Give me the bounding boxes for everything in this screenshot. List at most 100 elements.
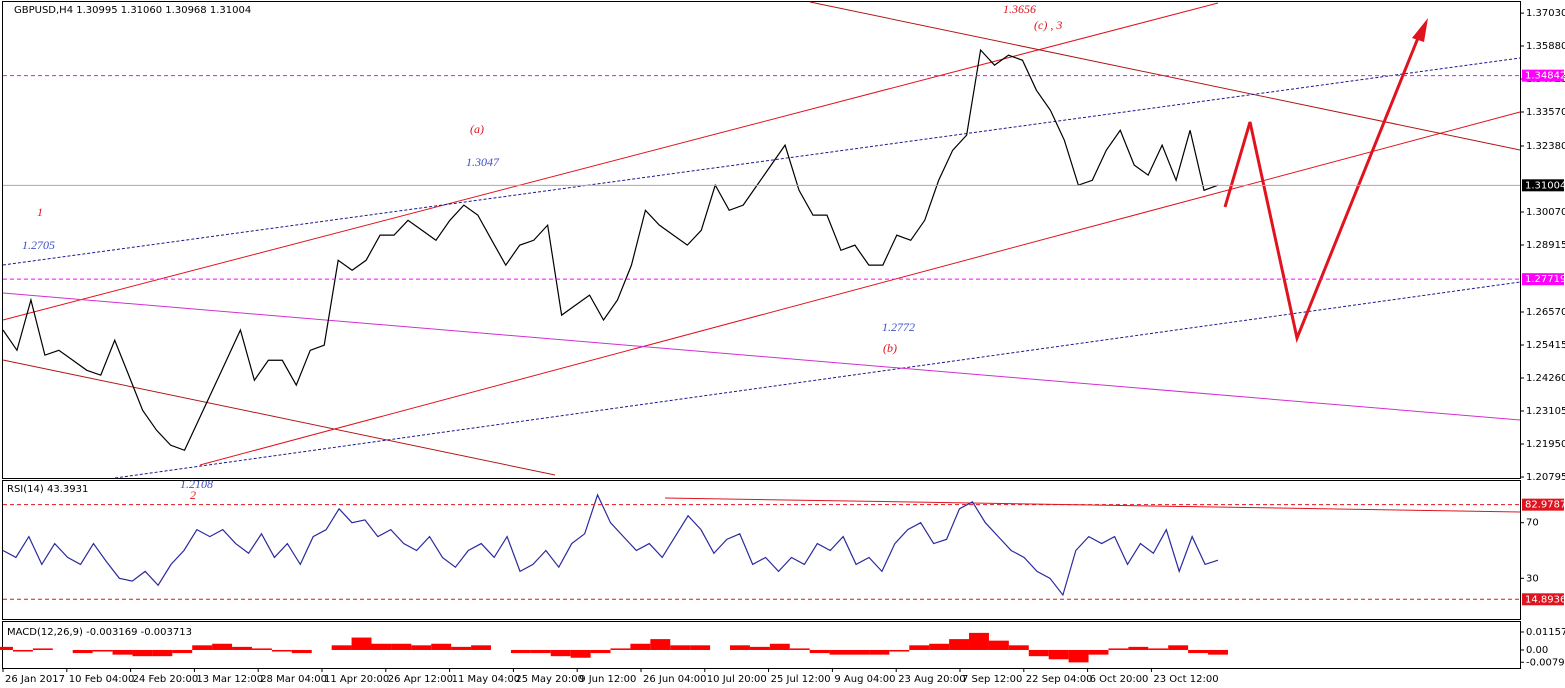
histogram-bar [1128, 646, 1149, 650]
histogram-bar [630, 643, 651, 650]
histogram-bar [411, 645, 432, 650]
rsi-panel [2, 480, 1521, 620]
annotation: (b) [883, 341, 897, 355]
rsi-title: RSI(14) 43.3931 [7, 484, 88, 495]
level-label: 1.27719 [1525, 274, 1565, 285]
histogram-bar [670, 645, 691, 650]
x-tick-label: 23 Oct 12:00 [1153, 674, 1218, 685]
rsi-trend [664, 497, 1521, 513]
y-tick-label: 1.23105 [1526, 406, 1565, 417]
histogram-bar [1008, 645, 1029, 650]
x-tick-label: 23 Aug 20:00 [898, 674, 965, 685]
annotation: (c) , 3 [1034, 18, 1062, 32]
annotation: 1 [37, 205, 43, 219]
annotation: (a) [470, 122, 484, 136]
histogram-bar [1208, 649, 1228, 655]
annotation: 1.3047 [466, 155, 500, 169]
price-panel [2, 1, 1521, 479]
annotation: 1.2108 [180, 477, 213, 491]
histogram-bar [1088, 649, 1109, 655]
x-tick-label: 26 Jan 2017 [5, 674, 65, 685]
histogram-bar [849, 649, 870, 655]
histogram-bar [1048, 649, 1069, 660]
macd-title: MACD(12,26,9) -0.003169 -0.003713 [7, 627, 192, 638]
x-tick-label: 13 Mar 12:00 [196, 674, 263, 685]
histogram-bar [650, 639, 671, 650]
y-tick-label: 1.26570 [1526, 307, 1565, 318]
y-tick-label: 70 [1526, 518, 1539, 529]
level-label: 1.31004 [1525, 180, 1565, 191]
histogram-bar [12, 649, 33, 652]
x-tick-label: 10 Jul 20:00 [707, 674, 767, 685]
channel-upper [2, 2, 1219, 321]
x-tick-label: 10 Feb 04:00 [69, 674, 135, 685]
histogram-bar [92, 649, 113, 652]
histogram-bar [172, 649, 193, 654]
histogram-bar [510, 649, 531, 654]
y-tick-label: 1.33570 [1526, 107, 1565, 118]
y-tick-label: -0.007904 [1526, 657, 1565, 668]
histogram-bar [72, 649, 93, 654]
channel-lower [199, 111, 1521, 466]
y-tick-label: 0.011575 [1526, 627, 1565, 638]
magenta-trend [2, 292, 1521, 421]
histogram-bar [112, 649, 133, 655]
histogram-bar [610, 648, 631, 650]
y-tick-label: 1.28915 [1526, 240, 1565, 251]
y-tick-label: 1.21950 [1526, 439, 1565, 450]
histogram-bar [969, 632, 989, 650]
histogram-bar [929, 643, 950, 650]
histogram-bar [471, 645, 491, 650]
histogram-bar [451, 646, 472, 650]
histogram-bar [749, 646, 770, 650]
histogram-bar [809, 649, 830, 654]
x-tick-label: 26 Jun 04:00 [643, 674, 707, 685]
annotation: 1.2772 [882, 320, 915, 334]
x-tick-label: 25 Jul 12:00 [771, 674, 831, 685]
y-tick-label: 1.30070 [1526, 207, 1565, 218]
dotted-trend [114, 281, 1521, 479]
histogram-bar [431, 643, 452, 650]
x-tick-label: 25 May 20:00 [515, 674, 584, 685]
histogram-bar [291, 649, 312, 654]
level-label: 14.8936 [1525, 594, 1565, 605]
level-box [1522, 69, 1564, 82]
histogram-bar [1168, 645, 1189, 650]
y-tick-label: 1.35880 [1526, 41, 1565, 52]
histogram-bar [590, 649, 611, 654]
x-tick-label: 6 Oct 20:00 [1090, 674, 1149, 685]
price-line [2, 48, 1219, 452]
histogram-bar [869, 649, 890, 655]
x-tick-label: 11 Apr 20:00 [324, 674, 389, 685]
histogram-bar [232, 646, 252, 650]
level-label: 82.9787 [1525, 500, 1565, 511]
arrow-head [1412, 18, 1428, 42]
x-tick-label: 24 Feb 20:00 [133, 674, 199, 685]
histogram-bar [789, 648, 810, 650]
histogram-bar [331, 645, 352, 650]
histogram-bar [550, 649, 571, 657]
price-line [2, 493, 1219, 597]
x-tick-label: 9 Aug 04:00 [834, 674, 895, 685]
level-box [1522, 593, 1564, 606]
histogram-bar [769, 643, 790, 650]
histogram-bar [949, 639, 970, 650]
forecast-arrow [1223, 27, 1424, 344]
histogram-bar [1068, 649, 1089, 663]
histogram-bar [132, 649, 153, 657]
histogram-bar [1108, 648, 1129, 650]
histogram-bar [371, 643, 392, 650]
annotation: 2 [190, 488, 196, 502]
histogram-bar [271, 649, 292, 652]
dotted-trend [2, 57, 1521, 266]
histogram-bar [690, 645, 711, 650]
histogram-bar [570, 649, 591, 658]
level-box [1522, 498, 1564, 511]
trend-line [2, 359, 556, 476]
y-tick-label: 0.00 [1526, 645, 1548, 656]
y-tick-label: 1.25415 [1526, 340, 1565, 351]
y-tick-label: 1.20795 [1526, 472, 1565, 483]
level-label: 1.34842 [1525, 71, 1565, 82]
